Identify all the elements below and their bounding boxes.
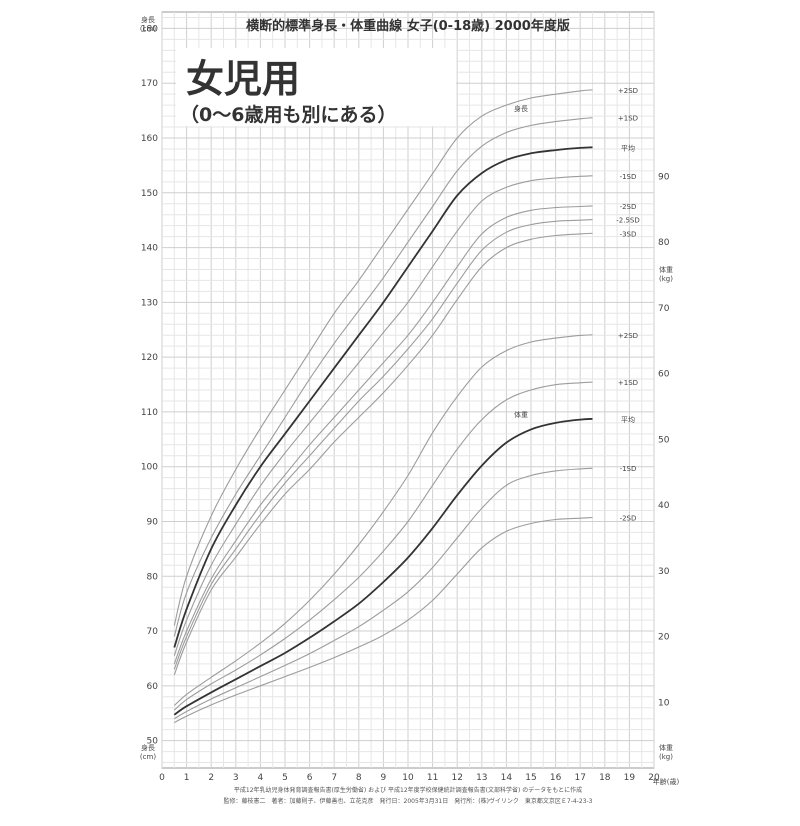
- height-tick-label: 180: [141, 24, 158, 34]
- weight-axis-unit-bottom: (kg): [659, 753, 673, 761]
- height-axis-unit-bottom: (cm): [140, 753, 156, 761]
- weight-tick-label: 60: [658, 370, 670, 380]
- height-series-label: +1SD: [618, 115, 638, 123]
- height-series-label: -3SD: [620, 230, 637, 238]
- height-series-label: -1SD: [620, 173, 637, 181]
- height-axis-label-bottom: 身長: [141, 743, 155, 752]
- weight-axis-unit: (kg): [659, 275, 673, 283]
- headline: 女児用: [186, 57, 300, 101]
- height-tick-label: 150: [141, 189, 158, 199]
- height-tick-label: 100: [141, 463, 158, 473]
- age-tick-label: 11: [427, 773, 438, 783]
- age-tick-label: 16: [550, 773, 562, 783]
- height-series-label: 平均: [621, 143, 635, 152]
- height-series-line: [173, 219, 593, 670]
- height-series-line: [173, 205, 593, 665]
- age-tick-label: 7: [331, 773, 337, 783]
- age-tick-label: 1: [184, 773, 190, 783]
- height-tick-label: 120: [141, 353, 158, 363]
- weight-axis-label: 体重: [659, 265, 673, 274]
- weight-tick-label: 70: [658, 304, 670, 314]
- height-tick-label: 140: [141, 244, 158, 254]
- height-tick-label: 90: [147, 517, 159, 527]
- height-tick-label: 110: [141, 408, 158, 418]
- height-tick-label: 50: [147, 737, 159, 747]
- age-tick-label: 13: [476, 773, 487, 783]
- weight-series-label: +1SD: [618, 379, 638, 387]
- age-tick-label: 15: [525, 773, 536, 783]
- height-group-label: 身長: [514, 104, 528, 113]
- age-tick-label: 6: [307, 773, 313, 783]
- height-series-line: [173, 146, 593, 648]
- weight-series-line: [173, 418, 593, 716]
- age-tick-label: 10: [402, 773, 414, 783]
- age-tick-label: 8: [356, 773, 362, 783]
- age-tick-label: 14: [501, 773, 513, 783]
- subheadline: （0～6歳用も別にある）: [180, 103, 396, 126]
- age-tick-label: 12: [451, 773, 462, 783]
- age-tick-label: 5: [282, 773, 288, 783]
- height-axis-label: 身長: [141, 15, 155, 24]
- footer-line-1: 平成12年乳幼児身体発育調査報告書(厚生労働省) および 平成12年度学校保健統…: [234, 786, 582, 794]
- age-tick-label: 4: [258, 773, 264, 783]
- chart-title: 横断的標準身長・体重曲線 女子(0-18歳) 2000年度版: [246, 18, 570, 34]
- weight-tick-label: 40: [658, 501, 670, 511]
- weight-tick-label: 80: [658, 238, 670, 248]
- height-series-line: [173, 175, 593, 656]
- height-tick-label: 130: [141, 298, 158, 308]
- grid: [161, 12, 655, 768]
- height-axis-unit: (cm): [140, 25, 156, 33]
- height-series-label: -2.5SD: [616, 217, 640, 225]
- age-tick-label: 17: [574, 773, 585, 783]
- weight-series-line: [174, 467, 593, 720]
- weight-group-label: 体重: [514, 410, 528, 419]
- weight-tick-label: 10: [658, 698, 670, 708]
- weight-series-line: [174, 516, 593, 724]
- height-tick-label: 80: [147, 572, 159, 582]
- weight-series-label: 平均: [621, 415, 635, 424]
- footer-line-2: 監修：藤枝憲二 著者：加藤則子、伊藤善也、立花克彦 発行日：2005年3月31日…: [224, 797, 593, 805]
- height-series-line: [173, 232, 593, 676]
- height-tick-label: 160: [141, 134, 158, 144]
- age-tick-label: 3: [233, 773, 239, 783]
- age-tick-label: 2: [208, 773, 214, 783]
- age-tick-label: 19: [624, 773, 636, 783]
- age-tick-label: 18: [599, 773, 611, 783]
- curves: +2SD +1SD 平均 -1SD -2SD -2.5SD -3SD +2SD +1SD 平均 -1…: [173, 87, 640, 724]
- age-tick-label: 20: [648, 773, 660, 783]
- headline-backdrop: [176, 48, 456, 126]
- weight-tick-label: 30: [658, 567, 670, 577]
- weight-series-line: [173, 334, 593, 706]
- weight-axis-label-bottom: 体重: [659, 743, 673, 752]
- height-series-line: [173, 89, 593, 626]
- weight-series-label: -2SD: [620, 515, 637, 523]
- weight-series-label: +2SD: [618, 332, 638, 340]
- weight-tick-label: 20: [658, 633, 670, 643]
- weight-series-line: [173, 381, 593, 711]
- weight-series-label: -1SD: [620, 465, 637, 473]
- x-axis-label: 年齢(歳): [653, 777, 680, 786]
- height-series-label: +2SD: [618, 87, 638, 95]
- height-tick-label: 170: [141, 79, 158, 89]
- height-series-label: -2SD: [620, 203, 637, 211]
- axes: 5060708090100110120130140150160170180102…: [140, 15, 680, 786]
- height-series-line: [173, 117, 593, 637]
- age-tick-label: 0: [159, 773, 165, 783]
- weight-tick-label: 90: [658, 172, 670, 182]
- age-tick-label: 9: [381, 773, 387, 783]
- height-tick-label: 60: [147, 682, 159, 692]
- weight-tick-label: 50: [658, 435, 670, 445]
- height-tick-label: 70: [147, 627, 159, 637]
